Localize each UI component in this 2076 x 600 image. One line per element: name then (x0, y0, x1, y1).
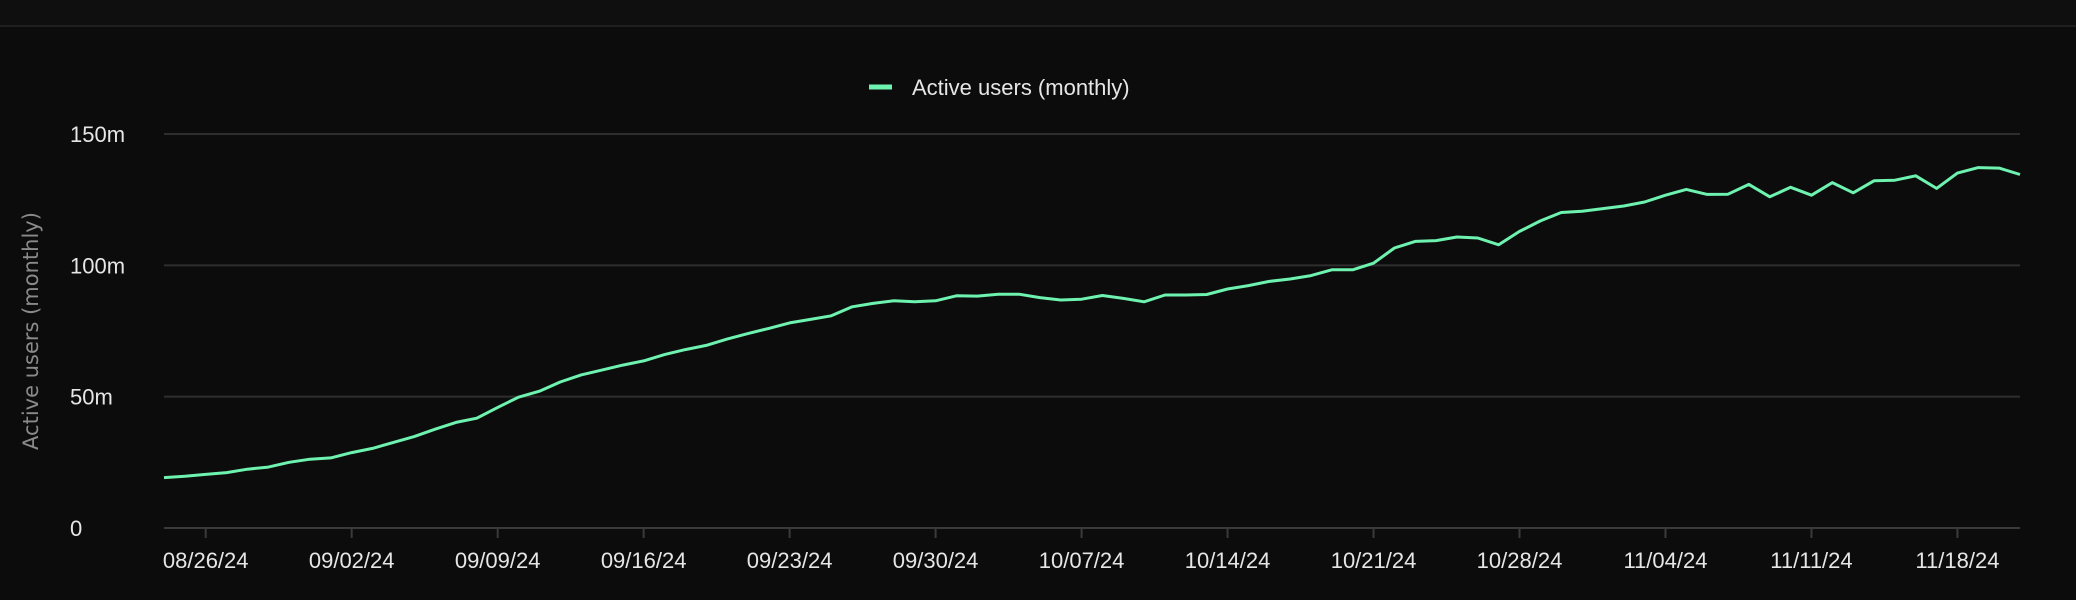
x-tick-label: 08/26/24 (163, 548, 249, 573)
y-axis: 0 50m 100m 150m (70, 122, 125, 541)
x-tick-label: 09/16/24 (601, 548, 687, 573)
series-lines (163, 166, 2021, 480)
series-line (163, 166, 2021, 480)
y-tick-label: 0 (70, 516, 82, 541)
top-bar (0, 0, 2076, 27)
x-axis: 08/26/24 09/02/24 09/09/24 09/16/24 09/23/24… (163, 528, 1999, 573)
y-axis-title: Active users (monthly) (19, 212, 43, 450)
gridlines (164, 133, 2020, 529)
x-tick-label: 09/23/24 (747, 548, 833, 573)
x-tick-label: 10/21/24 (1331, 548, 1417, 573)
y-tick-label: 100m (70, 253, 125, 278)
x-tick-label: 10/28/24 (1477, 548, 1563, 573)
y-tick-label: 50m (70, 385, 113, 410)
x-tick-label: 10/07/24 (1039, 548, 1125, 573)
y-tick-label: 150m (70, 122, 125, 147)
x-tick-label: 09/02/24 (309, 548, 395, 573)
x-tick-label: 10/14/24 (1185, 548, 1271, 573)
x-tick-label: 11/18/24 (1915, 548, 1999, 573)
x-tick-label: 11/11/24 (1770, 548, 1852, 573)
x-tick-label: 09/09/24 (455, 548, 541, 573)
x-tick-label: 11/04/24 (1623, 548, 1707, 573)
legend[interactable]: Active users (monthly) (869, 75, 1130, 100)
legend-label: Active users (monthly) (912, 75, 1130, 100)
x-tick-label: 09/30/24 (893, 548, 979, 573)
